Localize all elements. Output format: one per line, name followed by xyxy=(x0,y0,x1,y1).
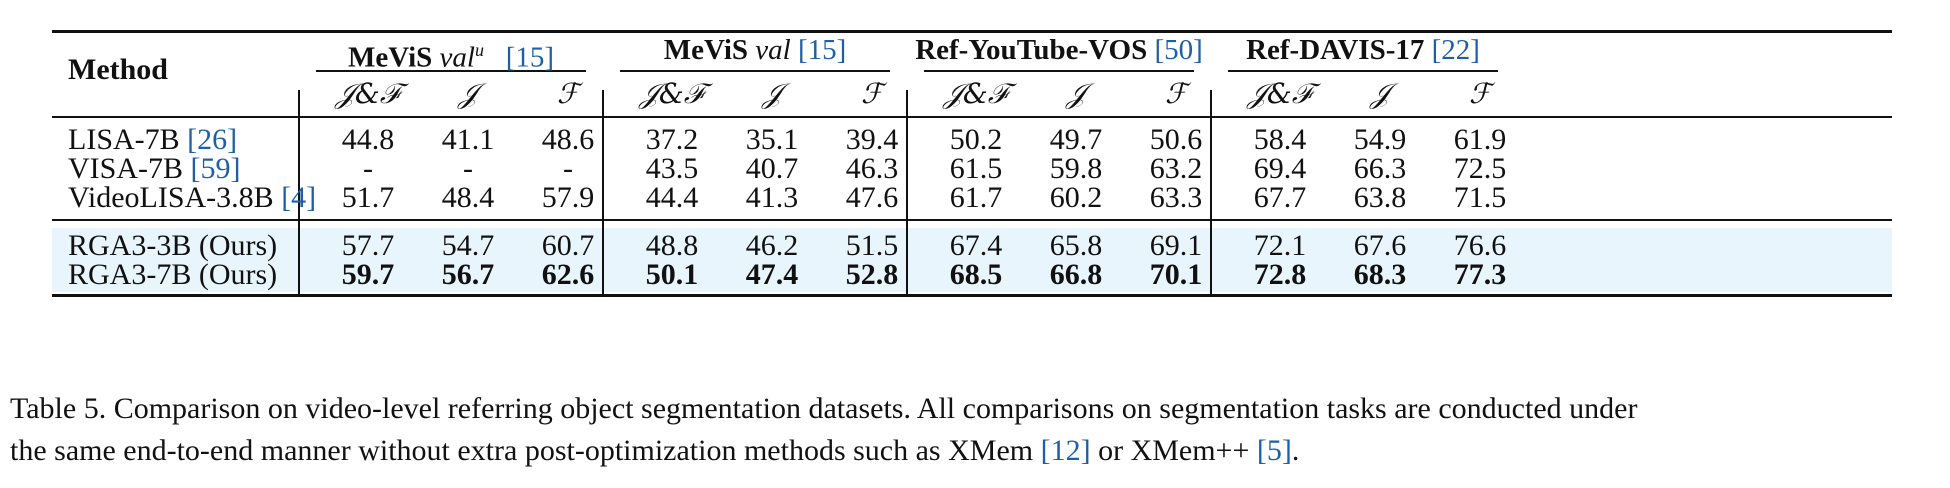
value-cell: 60.7 xyxy=(541,229,595,262)
value-cell: 48.4 xyxy=(441,181,495,214)
value-cell: 67.7 xyxy=(1253,181,1307,214)
value-cell: 50.1 xyxy=(645,258,699,291)
group-underline xyxy=(1228,70,1498,72)
group-underline xyxy=(924,70,1194,72)
value-cell: 56.7 xyxy=(441,258,495,291)
method-cell: RGA3-7B (Ours) xyxy=(68,258,278,291)
value-cell: 41.1 xyxy=(441,123,495,156)
method-cell: VISA-7B [59] xyxy=(68,152,241,185)
value-cell: 71.5 xyxy=(1453,181,1507,214)
value-cell: 54.7 xyxy=(441,229,495,262)
value-cell: 40.7 xyxy=(745,152,799,185)
value-cell: 70.1 xyxy=(1149,258,1203,291)
method-cell: VideoLISA-3.8B [4] xyxy=(68,181,317,214)
group-header-ref-youtube-vos: Ref-YouTube-VOS [50] xyxy=(915,34,1203,66)
top-rule xyxy=(52,30,1892,33)
value-cell: - xyxy=(363,152,373,185)
subheader-jf: 𝒥&ℱ xyxy=(335,77,401,110)
value-cell: 59.7 xyxy=(341,258,395,291)
value-cell: 58.4 xyxy=(1253,123,1307,156)
value-cell: 66.3 xyxy=(1353,152,1407,185)
method-header: Method xyxy=(68,53,168,86)
subheader-f: ℱ xyxy=(860,77,883,110)
value-cell: 44.8 xyxy=(341,123,395,156)
method-cell: LISA-7B [26] xyxy=(68,123,238,156)
subheader-jf: 𝒥&ℱ xyxy=(639,77,705,110)
value-cell: 65.8 xyxy=(1049,229,1103,262)
value-cell: 51.5 xyxy=(845,229,899,262)
subheader-f: ℱ xyxy=(556,77,579,110)
subheader-jf: 𝒥&ℱ xyxy=(943,77,1009,110)
value-cell: 61.7 xyxy=(949,181,1003,214)
header-rule xyxy=(52,116,1892,118)
value-cell: 43.5 xyxy=(645,152,699,185)
value-cell: 47.4 xyxy=(745,258,799,291)
value-cell: 46.3 xyxy=(845,152,899,185)
value-cell: 48.6 xyxy=(541,123,595,156)
value-cell: 57.9 xyxy=(541,181,595,214)
subheader-jf: 𝒥&ℱ xyxy=(1247,77,1313,110)
group-underline xyxy=(316,70,586,72)
value-cell: 63.3 xyxy=(1149,181,1203,214)
value-cell: 59.8 xyxy=(1049,152,1103,185)
value-cell: 35.1 xyxy=(745,123,799,156)
value-cell: 72.8 xyxy=(1253,258,1307,291)
subheader-j: 𝒥 xyxy=(458,77,478,110)
value-cell: 69.1 xyxy=(1149,229,1203,262)
value-cell: 51.7 xyxy=(341,181,395,214)
value-cell: 77.3 xyxy=(1453,258,1507,291)
value-cell: 61.5 xyxy=(949,152,1003,185)
value-cell: 72.5 xyxy=(1453,152,1507,185)
caption-line-2: the same end-to-end manner without extra… xyxy=(10,434,1300,467)
value-cell: 37.2 xyxy=(645,123,699,156)
group-header-mevis-valu: MeViS valu [15] xyxy=(347,40,555,74)
col-divider xyxy=(1210,90,1212,296)
value-cell: 67.4 xyxy=(949,229,1003,262)
method-cell: RGA3-3B (Ours) xyxy=(68,229,278,262)
value-cell: 44.4 xyxy=(645,181,699,214)
bottom-rule xyxy=(52,294,1892,297)
value-cell: 52.8 xyxy=(845,258,899,291)
group-header-mevis-val: MeViS val [15] xyxy=(663,34,847,66)
value-cell: 69.4 xyxy=(1253,152,1307,185)
subheader-j: 𝒥 xyxy=(1066,77,1086,110)
baseline-rule xyxy=(52,219,1892,221)
caption-line-1: Table 5. Comparison on video-level refer… xyxy=(10,392,1638,425)
value-cell: 50.6 xyxy=(1149,123,1203,156)
value-cell: 76.6 xyxy=(1453,229,1507,262)
value-cell: 62.6 xyxy=(541,258,595,291)
value-cell: 50.2 xyxy=(949,123,1003,156)
value-cell: 66.8 xyxy=(1049,258,1103,291)
subheader-f: ℱ xyxy=(1468,77,1491,110)
value-cell: 72.1 xyxy=(1253,229,1307,262)
table-caption: Table 5. Comparison on video-level refer… xyxy=(10,388,1940,472)
col-divider xyxy=(906,90,908,296)
subheader-f: ℱ xyxy=(1164,77,1187,110)
results-table: Method MeViS valu [15] MeViS val [15] Re… xyxy=(52,30,1892,370)
subheader-j: 𝒥 xyxy=(1370,77,1390,110)
col-divider xyxy=(298,90,300,296)
group-header-ref-davis-17: Ref-DAVIS-17 [22] xyxy=(1246,34,1480,66)
value-cell: 57.7 xyxy=(341,229,395,262)
value-cell: 63.2 xyxy=(1149,152,1203,185)
value-cell: - xyxy=(463,152,473,185)
subheader-j: 𝒥 xyxy=(762,77,782,110)
value-cell: 68.5 xyxy=(949,258,1003,291)
value-cell: 61.9 xyxy=(1453,123,1507,156)
value-cell: 63.8 xyxy=(1353,181,1407,214)
value-cell: 68.3 xyxy=(1353,258,1407,291)
value-cell: 46.2 xyxy=(745,229,799,262)
value-cell: 39.4 xyxy=(845,123,899,156)
value-cell: 49.7 xyxy=(1049,123,1103,156)
value-cell: - xyxy=(563,152,573,185)
value-cell: 60.2 xyxy=(1049,181,1103,214)
value-cell: 54.9 xyxy=(1353,123,1407,156)
ours-highlight-band xyxy=(52,228,1892,292)
group-underline xyxy=(620,70,890,72)
col-divider xyxy=(602,90,604,296)
value-cell: 41.3 xyxy=(745,181,799,214)
value-cell: 67.6 xyxy=(1353,229,1407,262)
value-cell: 47.6 xyxy=(845,181,899,214)
value-cell: 48.8 xyxy=(645,229,699,262)
